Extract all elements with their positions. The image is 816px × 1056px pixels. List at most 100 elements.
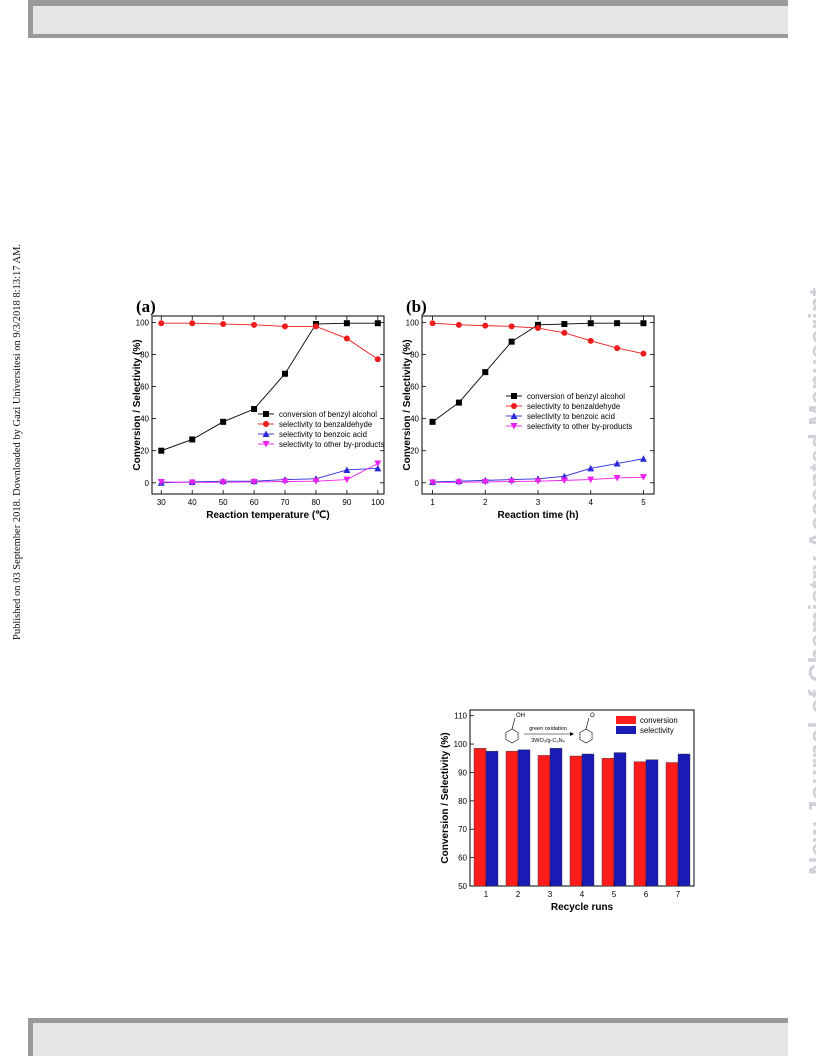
figure-panel-a: (a) 0 20 40 60 80 100 30 40 50 60 70 80 90 100 Reaction… xyxy=(132,297,385,521)
data-point xyxy=(250,478,258,486)
panel-label: (a) xyxy=(136,297,156,316)
x-tick-label: 1 xyxy=(430,498,435,507)
data-point xyxy=(508,478,516,485)
data-point xyxy=(455,479,463,486)
x-tick-label: 60 xyxy=(250,498,259,507)
data-point xyxy=(639,455,647,462)
legend-label: selectivity to benzaldehyde xyxy=(279,420,372,429)
y-tick-label: 50 xyxy=(458,882,467,891)
figure-panel-b: (b) 0 20 40 60 80 100 1 2 3 4 5 Reaction time (h) Con… xyxy=(402,297,655,521)
y-tick-label: 40 xyxy=(410,415,419,424)
data-point xyxy=(312,478,320,485)
journal-watermark: New Journal of Chemistry Accepted Manusc… xyxy=(805,287,816,875)
x-tick-label: 1 xyxy=(484,890,489,899)
legend-label: selectivity to other by-products xyxy=(527,422,632,431)
data-point xyxy=(343,476,351,484)
legend-label: conversion xyxy=(640,716,678,725)
legend-label: selectivity xyxy=(640,726,674,735)
data-point xyxy=(455,321,462,328)
data-point xyxy=(281,478,289,485)
legend-swatch xyxy=(616,726,636,734)
x-tick-label: 4 xyxy=(580,890,585,899)
x-tick-label: 7 xyxy=(676,890,681,899)
data-point xyxy=(613,460,621,467)
x-tick-label: 3 xyxy=(536,498,541,507)
x-tick-label: 4 xyxy=(589,498,594,507)
figure-recycle-bar-chart: 50 60 70 80 90 100 110 1 2 3 4 5 6 7 Recycle runs Conve… xyxy=(440,709,695,913)
legend-label: selectivity to benzoic acid xyxy=(527,412,615,421)
y-tick-label: 90 xyxy=(458,768,467,777)
x-tick-label: 5 xyxy=(612,890,617,899)
bar-selectivity xyxy=(485,750,499,887)
y-tick-label: 100 xyxy=(406,318,420,327)
series-line xyxy=(161,322,379,360)
data-point xyxy=(481,478,489,486)
legend-entry-2: selectivity to benzaldehyde xyxy=(506,402,620,411)
data-point xyxy=(508,323,515,330)
y-tick-label: 40 xyxy=(140,415,149,424)
x-tick-label: 30 xyxy=(157,498,166,507)
x-tick-label: 50 xyxy=(219,498,228,507)
data-point xyxy=(534,478,542,485)
data-point xyxy=(561,329,568,336)
data-point xyxy=(158,320,165,327)
data-point xyxy=(158,447,165,454)
data-point xyxy=(219,479,227,486)
legend-entry-2: selectivity to benzaldehyde xyxy=(258,420,372,429)
data-point xyxy=(189,436,196,443)
header-banner xyxy=(28,0,788,38)
bar-conversion xyxy=(537,755,551,887)
y-tick-label: 100 xyxy=(454,740,468,749)
data-point xyxy=(560,477,568,484)
footer-banner xyxy=(28,1018,788,1056)
x-axis-label: Reaction time (h) xyxy=(497,510,578,521)
x-tick-label: 2 xyxy=(516,890,521,899)
data-point xyxy=(482,322,489,329)
bar-conversion xyxy=(569,755,583,887)
carbonyl-label: O xyxy=(590,713,595,719)
data-point xyxy=(251,406,258,413)
x-tick-label: 80 xyxy=(311,498,320,507)
legend-entry-1: conversion xyxy=(616,716,678,725)
data-point xyxy=(374,356,381,363)
bar-selectivity xyxy=(645,759,659,887)
data-point xyxy=(343,335,350,342)
x-axis-label: Reaction temperature (℃) xyxy=(206,510,329,521)
data-point xyxy=(639,474,647,481)
data-point xyxy=(220,321,227,328)
y-axis-label: Conversion / Selectivity (%) xyxy=(440,732,451,863)
series-1 xyxy=(429,320,647,425)
series-4 xyxy=(429,474,647,486)
bar-conversion xyxy=(665,762,679,887)
panel-label: (b) xyxy=(406,297,427,316)
legend-marker xyxy=(510,412,518,419)
bar-selectivity xyxy=(517,749,531,887)
legend-entry-4: selectivity to other by-products xyxy=(258,440,384,449)
x-tick-label: 2 xyxy=(483,498,488,507)
bar-selectivity xyxy=(677,753,691,887)
y-tick-label: 0 xyxy=(145,479,150,488)
x-tick-label: 3 xyxy=(548,890,553,899)
data-point xyxy=(429,320,436,327)
data-point xyxy=(282,323,289,330)
data-point xyxy=(374,320,381,327)
y-axis-label: Conversion / Selectivity (%) xyxy=(402,339,413,470)
legend-marker xyxy=(262,430,270,437)
legend-marker xyxy=(263,421,269,427)
series-4 xyxy=(157,460,382,486)
legend-entry-3: selectivity to benzoic acid xyxy=(506,412,615,421)
bond-line xyxy=(511,717,516,730)
data-point xyxy=(189,320,196,327)
legend-marker xyxy=(511,403,517,409)
x-axis-label: Recycle runs xyxy=(551,902,614,913)
data-point xyxy=(535,321,541,328)
reagent-label-top: green oxidation xyxy=(529,726,567,732)
y-tick-label: 80 xyxy=(140,350,149,359)
data-point xyxy=(587,320,594,327)
data-point xyxy=(251,321,258,328)
series-line xyxy=(161,463,379,483)
y-tick-label: 0 xyxy=(415,479,420,488)
data-point xyxy=(429,418,436,425)
data-point xyxy=(613,474,621,482)
